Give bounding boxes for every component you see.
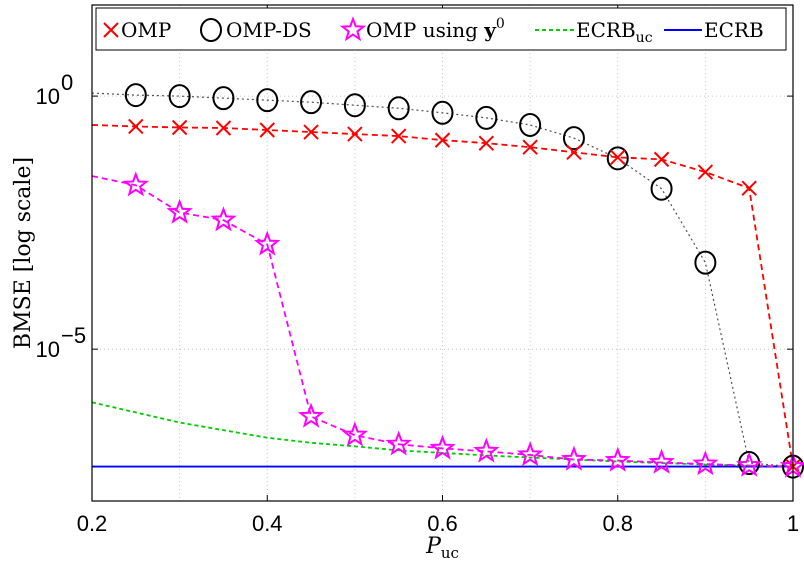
data-point-circle (168, 84, 191, 109)
series-line-ecrb-uc (91, 401, 794, 468)
x-axis-title: Puc (425, 534, 459, 561)
y-tick-label-exponent: −5 (61, 323, 86, 348)
data-point-x (478, 135, 495, 151)
data-point-circle (650, 176, 673, 201)
data-point-x (697, 164, 714, 180)
data-point-star (648, 448, 675, 474)
data-point-star (560, 445, 588, 471)
legend-entry: OMP using y0 (339, 16, 505, 42)
data-point-x (259, 122, 275, 138)
data-point-circle (694, 250, 717, 275)
data-point-circle (300, 90, 323, 115)
data-point-star (254, 230, 281, 256)
series-line-omp-ds (91, 92, 794, 468)
data-point-star (210, 206, 237, 232)
legend-entry: OMP-DS (200, 18, 312, 42)
legend-label: OMP (121, 18, 171, 42)
data-point-star (735, 451, 763, 477)
data-point-x (653, 151, 670, 168)
x-tick-label: 0.4 (252, 511, 283, 536)
data-point-x (303, 124, 319, 140)
data-point-circle (519, 112, 542, 137)
y-tick-label-exponent: 0 (61, 70, 73, 95)
legend: OMP OMP-DS OMP using y0 ECRBuc ECRB (95, 7, 787, 51)
data-point-circle (387, 96, 410, 121)
x-tick-label: 0.6 (427, 511, 458, 536)
data-point-star (385, 430, 412, 456)
legend-entry: ECRB (664, 18, 764, 42)
legend-label: OMP-DS (226, 18, 312, 42)
legend-label: ECRB (704, 18, 764, 42)
y-tick-label: 10 (36, 84, 60, 109)
data-point-circle (562, 126, 585, 151)
data-point-circle (343, 93, 366, 118)
data-point-x (390, 128, 407, 144)
legend-marker-x (103, 22, 119, 38)
y-tick-label: 10 (36, 337, 60, 362)
legend-label: OMP using y0 (366, 16, 505, 42)
data-point-circle (431, 100, 454, 125)
data-point-x (610, 149, 626, 166)
x-tick-label: 0.8 (602, 511, 633, 536)
data-point-star (297, 402, 325, 428)
data-point-x (434, 132, 451, 148)
data-point-x (741, 180, 757, 196)
data-point-star (166, 198, 193, 224)
series-line-omp (91, 124, 794, 467)
series-line-omp-using-y- (91, 175, 794, 468)
data-point-x (347, 126, 363, 142)
x-tick-label: 0.2 (77, 511, 108, 536)
data-point-star (429, 434, 456, 460)
data-point-star (604, 446, 631, 472)
data-point-circle (124, 83, 147, 108)
data-point-x (128, 118, 144, 135)
data-point-circle (212, 86, 235, 111)
series-layer (91, 83, 804, 479)
data-point-circle (256, 88, 279, 113)
legend-entry: OMP (103, 18, 171, 42)
data-point-star (692, 450, 719, 476)
data-point-star (341, 421, 369, 447)
x-tick-label: 1 (787, 511, 799, 536)
data-point-x (215, 120, 232, 136)
data-point-circle (475, 105, 498, 130)
legend-marker-circle (200, 18, 222, 42)
data-point-star (473, 437, 500, 463)
data-point-x (566, 144, 582, 160)
data-point-x (522, 139, 538, 155)
data-point-circle (606, 146, 629, 171)
grid (92, 5, 793, 501)
data-point-x (171, 119, 188, 136)
data-point-star (122, 171, 150, 197)
y-axis-title: BMSE [log scale] (11, 157, 36, 349)
legend-marker-star (339, 16, 367, 42)
data-point-star (516, 441, 544, 467)
